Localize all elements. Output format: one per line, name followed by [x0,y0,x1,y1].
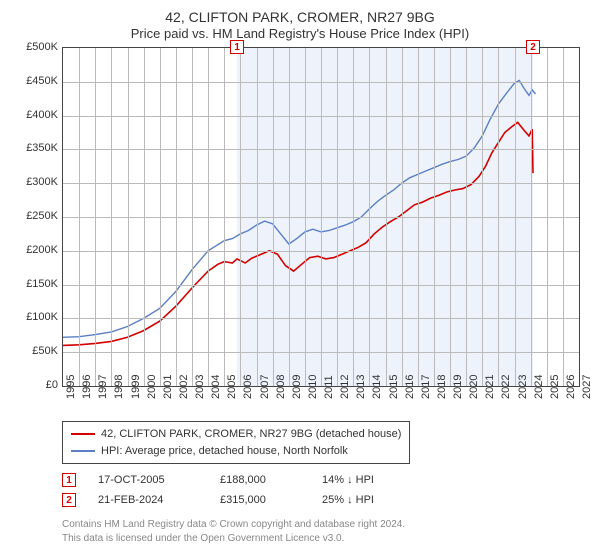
transaction-delta: 14% ↓ HPI [322,474,412,486]
transaction-marker: 1 [62,473,76,487]
gridline-vertical [450,48,451,386]
transaction-date: 17-OCT-2005 [98,474,198,486]
transaction-row: 2 21-FEB-2024 £315,000 25% ↓ HPI [62,490,588,510]
legend-swatch [71,433,95,435]
transaction-price: £315,000 [220,494,300,506]
y-tick-label: £200K [26,244,58,256]
transactions-table: 1 17-OCT-2005 £188,000 14% ↓ HPI 2 21-FEB-202… [62,470,588,510]
gridline-vertical [369,48,370,386]
y-tick-label: £350K [26,142,58,154]
y-tick-label: £150K [26,278,58,290]
chart-marker: 2 [526,40,540,54]
gridline-vertical [224,48,225,386]
x-axis: 1995199619971998199920002001200220032004… [62,387,580,417]
chart-container: £0 £50K £100K £150K £200K £250K £300K £350K £400… [12,47,588,417]
gridline-vertical [95,48,96,386]
legend-entry: HPI: Average price, detached house, Nort… [71,443,401,460]
series-hpi [63,80,536,337]
gridline-vertical [418,48,419,386]
legend-swatch [71,450,95,452]
footer-attribution: Contains HM Land Registry data © Crown c… [62,518,588,545]
chart-legend: 42, CLIFTON PARK, CROMER, NR27 9BG (deta… [62,421,410,464]
page-title: 42, CLIFTON PARK, CROMER, NR27 9BG [12,8,588,26]
y-tick-label: £400K [26,109,58,121]
plot-area: 12 [62,47,580,387]
legend-label: HPI: Average price, detached house, Nort… [101,443,348,460]
gridline-vertical [353,48,354,386]
gridline-vertical [531,48,532,386]
gridline-vertical [144,48,145,386]
gridline-vertical [321,48,322,386]
gridline-vertical [563,48,564,386]
y-tick-label: £300K [26,176,58,188]
gridline-vertical [257,48,258,386]
y-tick-label: £450K [26,75,58,87]
footer-line-2: This data is licensed under the Open Gov… [62,532,588,546]
transaction-row: 1 17-OCT-2005 £188,000 14% ↓ HPI [62,470,588,490]
gridline-vertical [289,48,290,386]
y-tick-label: £0 [46,379,58,391]
gridline-vertical [240,48,241,386]
gridline-vertical [547,48,548,386]
gridline-vertical [79,48,80,386]
y-tick-label: £500K [26,41,58,53]
gridline-vertical [273,48,274,386]
series-price_paid [63,122,533,345]
gridline-vertical [402,48,403,386]
y-tick-label: £50K [32,345,58,357]
transaction-price: £188,000 [220,474,300,486]
transaction-delta: 25% ↓ HPI [322,494,412,506]
gridline-vertical [434,48,435,386]
transaction-marker: 2 [62,493,76,507]
gridline-vertical [176,48,177,386]
footer-line-1: Contains HM Land Registry data © Crown c… [62,518,588,532]
gridline-vertical [337,48,338,386]
gridline-vertical [498,48,499,386]
gridline-vertical [111,48,112,386]
gridline-vertical [192,48,193,386]
y-tick-label: £100K [26,311,58,323]
gridline-vertical [305,48,306,386]
y-tick-label: £250K [26,210,58,222]
gridline-vertical [515,48,516,386]
chart-marker: 1 [230,40,244,54]
page-subtitle: Price paid vs. HM Land Registry's House … [12,26,588,43]
gridline-vertical [128,48,129,386]
gridline-vertical [386,48,387,386]
gridline-vertical [160,48,161,386]
legend-label: 42, CLIFTON PARK, CROMER, NR27 9BG (deta… [101,426,401,443]
y-axis: £0 £50K £100K £150K £200K £250K £300K £350K £400… [12,47,60,417]
legend-entry: 42, CLIFTON PARK, CROMER, NR27 9BG (deta… [71,426,401,443]
gridline-vertical [466,48,467,386]
gridline-vertical [208,48,209,386]
transaction-date: 21-FEB-2024 [98,494,198,506]
gridline-vertical [482,48,483,386]
x-tick-label: 2027 [581,375,600,399]
